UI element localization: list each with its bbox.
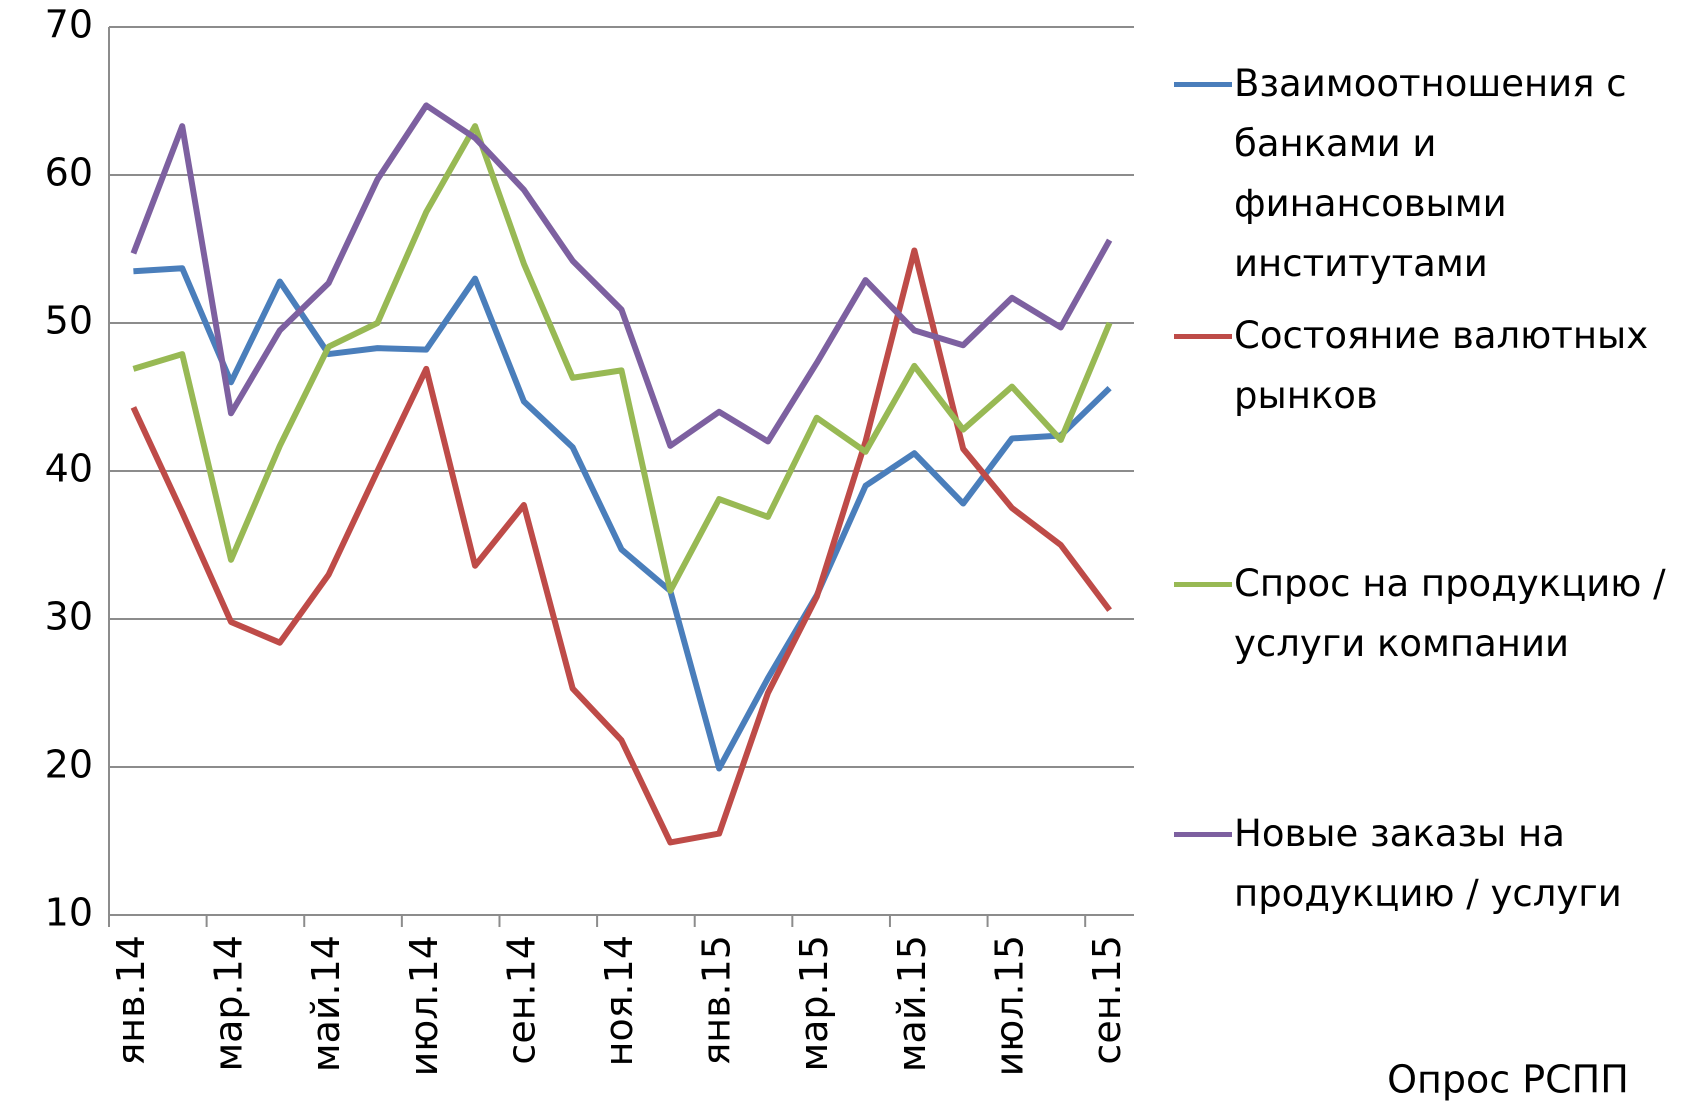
- x-tick-label: янв.15: [695, 935, 739, 1066]
- x-tick-label: сен.14: [499, 935, 543, 1065]
- series-line: [130, 102, 1113, 449]
- series-line: [133, 265, 1112, 772]
- x-tick-label: сен.15: [1085, 935, 1129, 1065]
- x-tick-label: июл.15: [987, 935, 1031, 1076]
- x-tick-label: май.14: [304, 935, 348, 1072]
- x-tick-label: июл.14: [402, 935, 446, 1076]
- x-tick-label: май.15: [890, 935, 934, 1072]
- legend-swatch: [1174, 582, 1232, 587]
- x-tick-label: ноя.14: [597, 935, 641, 1066]
- y-tick-label: 40: [45, 447, 93, 491]
- y-tick-label: 50: [45, 299, 93, 343]
- legend-swatch: [1174, 832, 1232, 837]
- legend-label: Взаимоотношения с банками и финансовыми …: [1234, 62, 1627, 285]
- y-tick-label: 60: [45, 151, 93, 195]
- annotation: Опрос РСПП: [1387, 1058, 1629, 1102]
- legend-swatch: [1174, 82, 1232, 87]
- legend-label: Состояние валютных рынков: [1234, 314, 1649, 417]
- series-line: [132, 123, 1113, 594]
- legend-label: Спрос на продукцию / услуги компании: [1234, 562, 1666, 665]
- y-tick-label: 20: [45, 743, 93, 787]
- y-tick-label: 70: [45, 3, 93, 47]
- y-tick-label: 10: [45, 891, 93, 935]
- y-tick-label: 30: [45, 595, 93, 639]
- x-tick-label: янв.14: [109, 935, 153, 1066]
- legend-label: Новые заказы на продукцию / услуги: [1234, 812, 1622, 915]
- x-tick-label: мар.15: [792, 935, 836, 1072]
- legend-swatch: [1174, 334, 1232, 339]
- x-tick-label: мар.14: [207, 935, 251, 1072]
- series-line: [130, 247, 1113, 846]
